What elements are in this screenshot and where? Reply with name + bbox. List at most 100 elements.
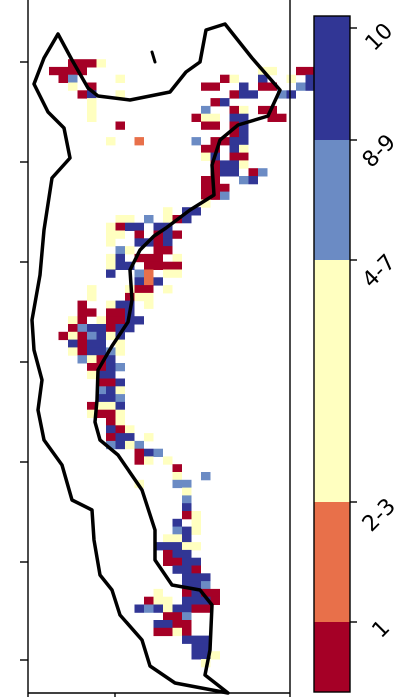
grid-cell xyxy=(134,277,144,286)
grid-cell xyxy=(106,394,116,403)
grid-cell xyxy=(87,98,97,107)
grid-cell xyxy=(191,526,201,535)
grid-cell xyxy=(153,253,163,263)
grid-cell xyxy=(239,121,249,130)
grid-cell xyxy=(144,285,154,294)
grid-cell xyxy=(87,331,97,341)
grid-cell xyxy=(267,113,277,122)
grid-cell xyxy=(115,378,125,387)
grid-cell xyxy=(106,222,116,231)
grid-cell xyxy=(201,651,211,660)
grid-cell xyxy=(210,113,220,122)
grid-cell xyxy=(134,448,144,457)
grid-cell xyxy=(229,129,239,138)
grid-cell xyxy=(191,651,201,660)
grid-cell xyxy=(229,74,239,83)
grid-cell xyxy=(49,66,59,76)
grid-cell xyxy=(182,503,192,512)
colorbar: 1 2-3 4-7 8-9 10 xyxy=(313,15,401,693)
grid-cell xyxy=(229,168,239,177)
grid-cell xyxy=(239,137,249,146)
grid-cell xyxy=(172,261,182,270)
grid-cell xyxy=(210,82,220,91)
grid-cell xyxy=(77,355,87,364)
grid-cell xyxy=(87,347,97,356)
grid-cell xyxy=(163,261,173,270)
grid-cell xyxy=(191,542,201,551)
grid-cell xyxy=(258,168,268,177)
grid-cell xyxy=(115,401,125,411)
grid-cell xyxy=(191,511,201,520)
grid-cell xyxy=(125,433,135,442)
colorbar-label-4-7: 4-7 xyxy=(358,250,401,293)
grid-cell xyxy=(201,199,211,208)
grid-cell xyxy=(87,90,97,99)
grid-cell xyxy=(96,370,106,380)
grid-cell xyxy=(68,347,78,356)
grid-cell xyxy=(125,292,135,302)
grid-cell xyxy=(134,253,144,263)
grid-cell xyxy=(191,557,201,566)
grid-cell xyxy=(172,472,182,481)
grid-cell xyxy=(191,207,201,216)
grid-cell xyxy=(210,168,220,177)
grid-cell xyxy=(163,456,173,465)
grid-cell xyxy=(115,253,125,263)
grid-cell xyxy=(163,215,173,224)
grid-cell xyxy=(77,66,87,76)
grid-cell xyxy=(87,409,97,418)
grid-cell xyxy=(96,401,106,411)
grid-cell xyxy=(248,176,258,185)
grid-cell xyxy=(153,246,163,255)
grid-cell xyxy=(201,183,211,193)
grid-cell xyxy=(87,324,97,333)
grid-cell xyxy=(182,612,192,621)
grid-cell xyxy=(77,324,87,333)
grid-cell xyxy=(163,534,173,543)
grid-cell xyxy=(305,74,315,83)
grid-cell xyxy=(153,222,163,231)
grid-cell xyxy=(172,253,182,263)
grid-cell xyxy=(106,417,116,426)
grid-cell xyxy=(201,604,211,613)
grid-cell xyxy=(201,105,211,115)
grid-cell xyxy=(210,596,220,605)
grid-cell xyxy=(220,160,230,169)
grid-cell xyxy=(172,565,182,574)
grid-cell xyxy=(106,253,116,263)
grid-cell xyxy=(201,472,211,481)
grid-cell xyxy=(191,588,201,598)
grid-cell xyxy=(182,627,192,637)
grid-cell xyxy=(144,253,154,263)
grid-cell xyxy=(106,355,116,364)
grid-cell xyxy=(182,596,192,605)
grid-cell xyxy=(220,98,230,107)
grid-cell xyxy=(267,66,277,76)
grid-cell xyxy=(163,542,173,551)
grid-cell xyxy=(125,246,135,255)
grid-cell xyxy=(220,137,230,146)
grid-cell xyxy=(172,269,182,278)
grid-cell xyxy=(305,82,315,91)
grid-cell xyxy=(172,526,182,535)
grid-cell xyxy=(163,269,173,278)
grid-cell xyxy=(134,222,144,231)
grid-cell xyxy=(229,152,239,161)
grid-cell xyxy=(87,59,97,68)
grid-cell xyxy=(115,386,125,395)
grid-cell xyxy=(115,90,125,99)
grid-cell xyxy=(115,74,125,83)
grid-cell xyxy=(163,627,173,637)
grid-cell xyxy=(191,518,201,528)
grid-cell xyxy=(115,409,125,418)
grid-cell xyxy=(191,137,201,146)
grid-cell xyxy=(68,331,78,341)
grid-cell xyxy=(229,144,239,154)
grid-cell xyxy=(153,620,163,629)
island-outline xyxy=(150,50,157,64)
grid-cell xyxy=(201,581,211,590)
grid-cell xyxy=(296,66,306,76)
grid-cell xyxy=(163,246,173,255)
grid-cell xyxy=(87,82,97,91)
grid-cell xyxy=(182,479,192,489)
